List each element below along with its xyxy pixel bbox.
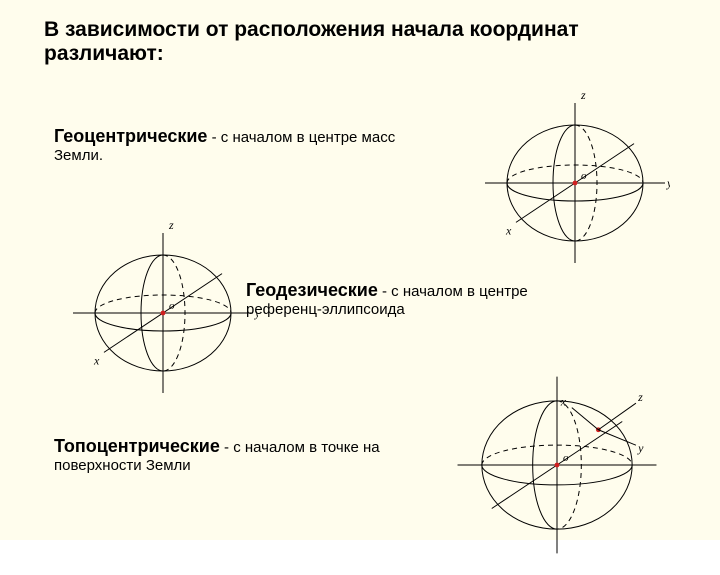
sphere-geodesic: o z y x — [68, 218, 258, 408]
axis-label-y: y — [254, 306, 258, 320]
axis-y-surface — [598, 430, 636, 445]
page-title: В зависимости от расположения начала коо… — [44, 18, 604, 66]
axis-label-y: y — [666, 176, 670, 190]
axis-label-z: z — [637, 390, 643, 404]
sphere-geocentric: o z y x — [480, 88, 670, 278]
axis-label-y: y — [637, 441, 644, 455]
axis-label-z: z — [168, 218, 174, 232]
axis-x-surface — [572, 408, 599, 430]
sphere-svg: o z y x — [480, 88, 670, 278]
axis-label-z: z — [580, 88, 586, 102]
origin-dot — [555, 463, 560, 468]
axis-label-x: x — [560, 394, 567, 408]
desc-topocentric-bold: Топоцентрические — [54, 436, 220, 456]
desc-geodesic: Геодезические - с началом в центре рефер… — [246, 280, 606, 319]
origin-label: o — [169, 300, 175, 312]
origin-label: o — [563, 452, 569, 464]
sphere-topocentric: o z y x — [452, 360, 662, 570]
desc-topocentric: Топоцентрические - с началом в точке на … — [54, 436, 414, 475]
desc-geocentric-bold: Геоцентрические — [54, 126, 207, 146]
desc-geocentric: Геоцентрические - с началом в центре мас… — [54, 126, 414, 165]
sphere-svg: o z y x — [452, 360, 662, 570]
origin-dot — [161, 311, 166, 316]
desc-geodesic-bold: Геодезические — [246, 280, 378, 300]
sphere-svg: o z y x — [68, 218, 258, 408]
origin-dot — [573, 181, 578, 186]
axis-label-x: x — [93, 353, 100, 367]
origin-label: o — [581, 170, 587, 182]
axis-label-x: x — [505, 223, 512, 237]
